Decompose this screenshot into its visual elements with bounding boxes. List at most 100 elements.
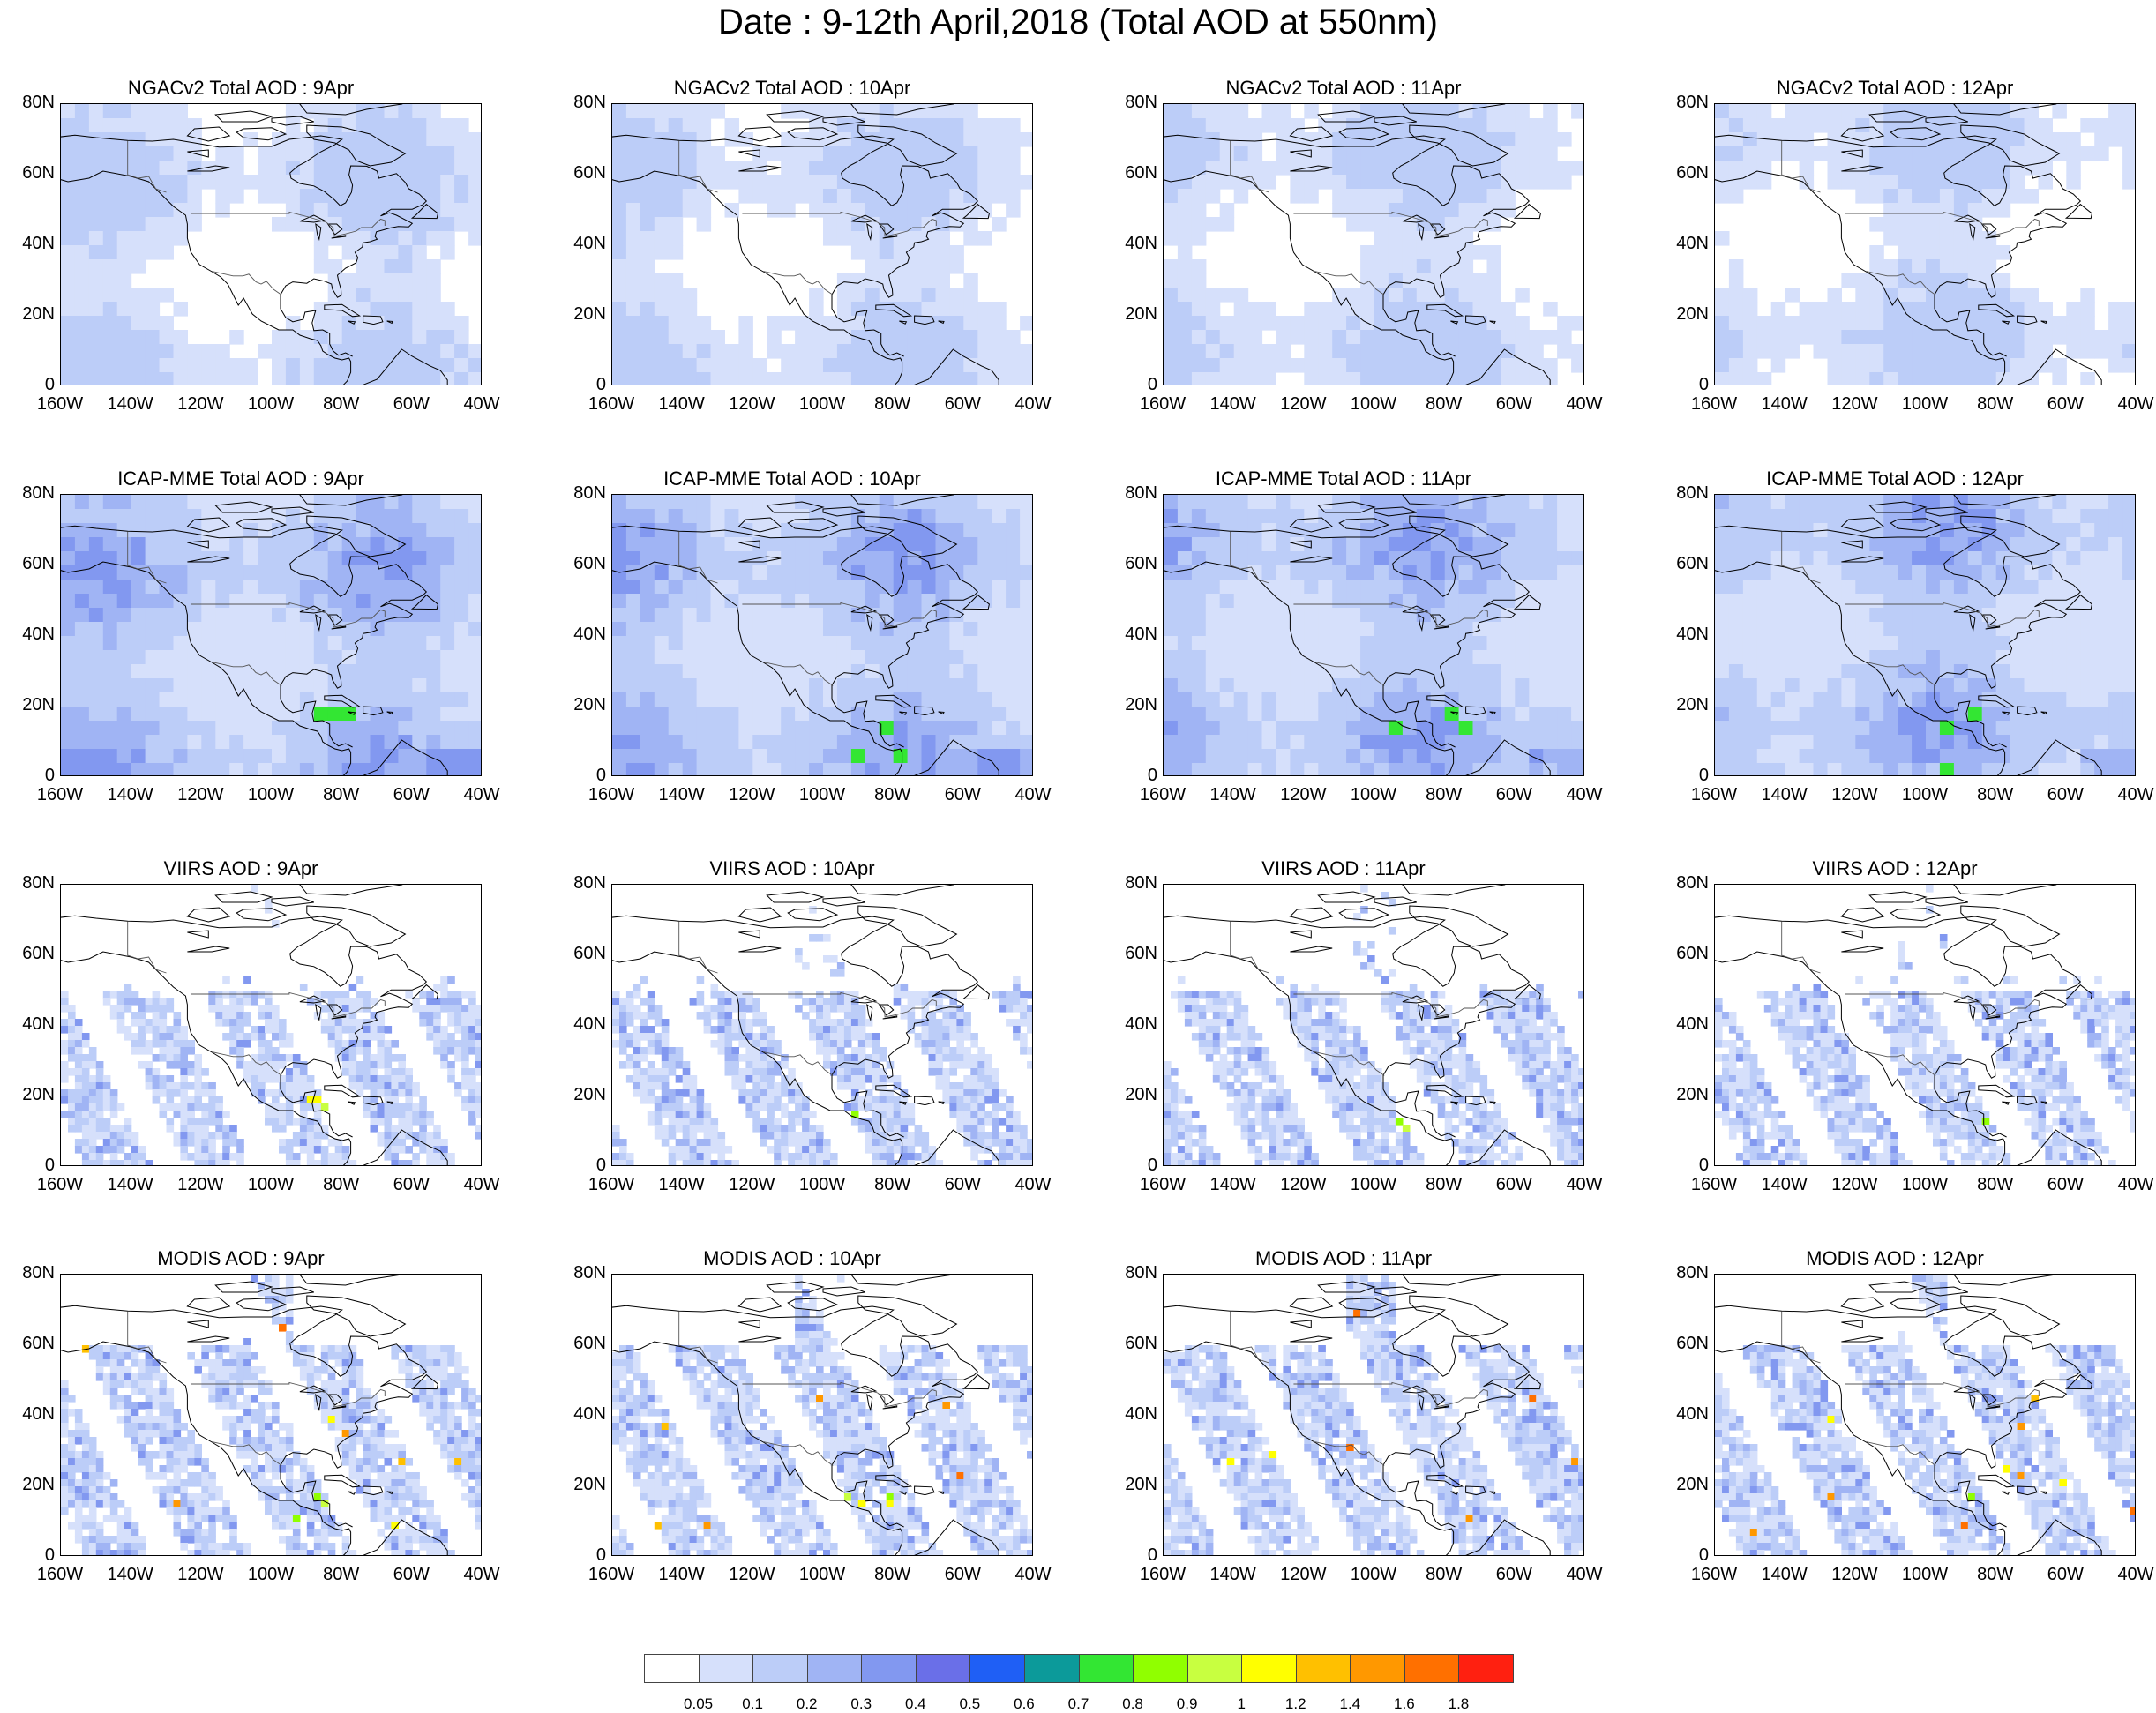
x-tick-label: 80W [1409,785,1479,805]
x-tick-label: 140W [647,785,717,805]
x-tick-label: 60W [1479,1175,1549,1195]
x-tick-label: 140W [647,1565,717,1585]
map-field [61,885,482,1166]
map-field [61,104,482,385]
y-tick-label: 80N [573,93,606,113]
y-tick-label: 80N [1125,93,1157,113]
y-tick-label: 0 [1699,375,1709,395]
y-tick-label: 20N [1125,1475,1157,1495]
x-tick-label: 120W [165,785,236,805]
x-tick-label: 40W [1549,394,1620,415]
x-tick-label: 100W [787,394,857,415]
y-tick-label: 20N [1125,1085,1157,1105]
x-tick-label: 40W [998,785,1068,805]
y-tick-label: 0 [45,1156,55,1176]
x-tick-label: 100W [1890,394,1960,415]
colorbar-swatch [1024,1654,1080,1683]
x-tick-label: 160W [1127,394,1198,415]
y-tick-label: 80N [573,483,606,504]
x-tick-label: 160W [25,394,95,415]
x-tick-label: 100W [1338,1175,1409,1195]
y-tick-label: 20N [1676,1475,1709,1495]
x-tick-label: 60W [2030,785,2100,805]
x-tick-label: 120W [716,1565,787,1585]
y-tick-label: 80N [22,873,55,894]
y-tick-label: 40N [573,234,606,254]
map-field [1164,1275,1584,1556]
map-plot-area [60,884,482,1166]
y-tick-label: 60N [1125,1334,1157,1354]
x-tick-label: 100W [236,1565,306,1585]
x-tick-label: 160W [1127,1565,1198,1585]
y-tick-label: 0 [596,766,606,786]
x-tick-label: 160W [1127,785,1198,805]
map-field [612,1275,1033,1556]
colorbar-label: 0.1 [726,1695,779,1713]
y-tick-label: 60N [1125,944,1157,964]
colorbar-swatch [1079,1654,1134,1683]
x-tick-label: 140W [1198,1175,1269,1195]
x-tick-label: 60W [2030,394,2100,415]
x-tick-label: 120W [1819,1565,1890,1585]
x-tick-label: 140W [95,394,166,415]
y-tick-label: 20N [1676,695,1709,715]
x-tick-label: 100W [787,1175,857,1195]
x-tick-label: 40W [1549,1565,1620,1585]
x-tick-label: 60W [376,1565,446,1585]
map-field [612,495,1033,776]
x-tick-label: 80W [1409,1565,1479,1585]
x-tick-label: 160W [576,785,647,805]
y-tick-label: 40N [1125,625,1157,645]
x-tick-label: 160W [25,785,95,805]
y-tick-label: 80N [1676,93,1709,113]
x-tick-label: 40W [998,1565,1068,1585]
x-tick-label: 100W [236,394,306,415]
y-tick-label: 40N [1676,1014,1709,1035]
y-tick-label: 0 [1699,1545,1709,1566]
x-tick-label: 60W [1479,1565,1549,1585]
x-tick-label: 120W [1268,785,1338,805]
x-tick-label: 80W [1960,1175,2031,1195]
figure-title: Date : 9-12th April,2018 (Total AOD at 5… [0,0,2156,44]
x-tick-label: 80W [1960,1565,2031,1585]
colorbar-swatch [699,1654,754,1683]
x-tick-label: 80W [306,1175,377,1195]
x-tick-label: 120W [165,1175,236,1195]
map-field [61,495,482,776]
y-tick-label: 40N [1676,1404,1709,1425]
colorbar-label: 0.2 [781,1695,834,1713]
panel-title: VIIRS AOD : 9Apr [0,856,512,882]
x-tick-label: 120W [716,1175,787,1195]
x-tick-label: 120W [716,785,787,805]
y-tick-label: 80N [573,873,606,894]
colorbar [644,1654,1513,1685]
y-tick-label: 0 [1148,375,1157,395]
x-tick-label: 80W [857,1565,928,1585]
map-plot-area [1163,884,1584,1166]
colorbar-swatch [1404,1654,1460,1683]
map-plot-area [60,1274,482,1556]
x-tick-label: 80W [1409,394,1479,415]
colorbar-label: 1.8 [1432,1695,1485,1713]
y-tick-label: 80N [1676,1263,1709,1283]
map-plot-area [1163,494,1584,776]
x-tick-label: 40W [2100,1565,2156,1585]
x-tick-label: 100W [1338,1565,1409,1585]
x-tick-label: 100W [236,785,306,805]
x-tick-label: 40W [446,394,517,415]
y-tick-label: 60N [1676,163,1709,183]
x-tick-label: 60W [376,785,446,805]
y-tick-label: 0 [1148,1156,1157,1176]
y-tick-label: 60N [22,1334,55,1354]
x-tick-label: 80W [1960,394,2031,415]
x-tick-label: 60W [1479,394,1549,415]
x-tick-label: 140W [647,394,717,415]
y-tick-label: 80N [1125,483,1157,504]
